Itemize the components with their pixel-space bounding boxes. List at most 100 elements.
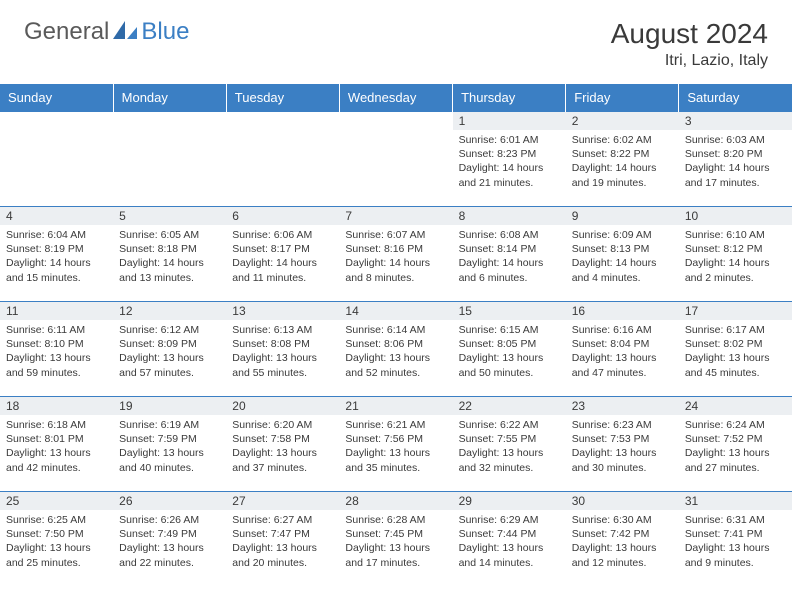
calendar-week-row: 18Sunrise: 6:18 AMSunset: 8:01 PMDayligh… [0, 397, 792, 492]
calendar-day-cell: 21Sunrise: 6:21 AMSunset: 7:56 PMDayligh… [339, 397, 452, 492]
day-info: Sunrise: 6:26 AMSunset: 7:49 PMDaylight:… [113, 510, 226, 573]
page-header: General Blue August 2024 Itri, Lazio, It… [0, 0, 792, 78]
calendar-day-cell: 10Sunrise: 6:10 AMSunset: 8:12 PMDayligh… [679, 207, 792, 302]
calendar-day-cell: 29Sunrise: 6:29 AMSunset: 7:44 PMDayligh… [453, 492, 566, 587]
day-header: Friday [566, 84, 679, 112]
day-number-empty [0, 112, 113, 130]
logo-text-general: General [24, 18, 109, 46]
day-number: 29 [453, 492, 566, 510]
day-number-empty [226, 112, 339, 130]
day-number: 27 [226, 492, 339, 510]
calendar-day-cell: 26Sunrise: 6:26 AMSunset: 7:49 PMDayligh… [113, 492, 226, 587]
calendar-week-row: 1Sunrise: 6:01 AMSunset: 8:23 PMDaylight… [0, 112, 792, 207]
calendar-day-cell: 16Sunrise: 6:16 AMSunset: 8:04 PMDayligh… [566, 302, 679, 397]
day-number: 2 [566, 112, 679, 130]
calendar-day-cell: 18Sunrise: 6:18 AMSunset: 8:01 PMDayligh… [0, 397, 113, 492]
day-info: Sunrise: 6:03 AMSunset: 8:20 PMDaylight:… [679, 130, 792, 193]
calendar-day-cell: 20Sunrise: 6:20 AMSunset: 7:58 PMDayligh… [226, 397, 339, 492]
location-text: Itri, Lazio, Italy [611, 52, 768, 70]
calendar-week-row: 25Sunrise: 6:25 AMSunset: 7:50 PMDayligh… [0, 492, 792, 587]
day-info: Sunrise: 6:27 AMSunset: 7:47 PMDaylight:… [226, 510, 339, 573]
day-info: Sunrise: 6:28 AMSunset: 7:45 PMDaylight:… [339, 510, 452, 573]
calendar-day-cell: 8Sunrise: 6:08 AMSunset: 8:14 PMDaylight… [453, 207, 566, 302]
day-number: 10 [679, 207, 792, 225]
day-number: 28 [339, 492, 452, 510]
calendar-day-cell: 28Sunrise: 6:28 AMSunset: 7:45 PMDayligh… [339, 492, 452, 587]
day-info: Sunrise: 6:20 AMSunset: 7:58 PMDaylight:… [226, 415, 339, 478]
day-header: Wednesday [339, 84, 452, 112]
day-info: Sunrise: 6:30 AMSunset: 7:42 PMDaylight:… [566, 510, 679, 573]
day-number: 23 [566, 397, 679, 415]
day-info: Sunrise: 6:31 AMSunset: 7:41 PMDaylight:… [679, 510, 792, 573]
calendar-day-cell: 24Sunrise: 6:24 AMSunset: 7:52 PMDayligh… [679, 397, 792, 492]
day-header: Monday [113, 84, 226, 112]
calendar-head: SundayMondayTuesdayWednesdayThursdayFrid… [0, 84, 792, 112]
calendar-day-cell: 5Sunrise: 6:05 AMSunset: 8:18 PMDaylight… [113, 207, 226, 302]
day-info: Sunrise: 6:05 AMSunset: 8:18 PMDaylight:… [113, 225, 226, 288]
calendar-day-cell: 2Sunrise: 6:02 AMSunset: 8:22 PMDaylight… [566, 112, 679, 207]
day-number: 26 [113, 492, 226, 510]
logo: General Blue [24, 18, 189, 46]
day-info: Sunrise: 6:22 AMSunset: 7:55 PMDaylight:… [453, 415, 566, 478]
calendar-day-cell [0, 112, 113, 207]
day-number: 7 [339, 207, 452, 225]
day-number: 19 [113, 397, 226, 415]
calendar-day-cell: 4Sunrise: 6:04 AMSunset: 8:19 PMDaylight… [0, 207, 113, 302]
logo-sail-icon [113, 19, 139, 46]
day-info: Sunrise: 6:09 AMSunset: 8:13 PMDaylight:… [566, 225, 679, 288]
day-info: Sunrise: 6:16 AMSunset: 8:04 PMDaylight:… [566, 320, 679, 383]
day-info: Sunrise: 6:24 AMSunset: 7:52 PMDaylight:… [679, 415, 792, 478]
calendar-day-cell: 6Sunrise: 6:06 AMSunset: 8:17 PMDaylight… [226, 207, 339, 302]
day-number: 15 [453, 302, 566, 320]
calendar-day-cell: 11Sunrise: 6:11 AMSunset: 8:10 PMDayligh… [0, 302, 113, 397]
calendar-day-cell: 27Sunrise: 6:27 AMSunset: 7:47 PMDayligh… [226, 492, 339, 587]
day-info: Sunrise: 6:15 AMSunset: 8:05 PMDaylight:… [453, 320, 566, 383]
day-info: Sunrise: 6:18 AMSunset: 8:01 PMDaylight:… [0, 415, 113, 478]
day-number: 6 [226, 207, 339, 225]
day-info: Sunrise: 6:12 AMSunset: 8:09 PMDaylight:… [113, 320, 226, 383]
day-info: Sunrise: 6:11 AMSunset: 8:10 PMDaylight:… [0, 320, 113, 383]
day-info: Sunrise: 6:25 AMSunset: 7:50 PMDaylight:… [0, 510, 113, 573]
calendar-day-cell [339, 112, 452, 207]
calendar-day-cell: 31Sunrise: 6:31 AMSunset: 7:41 PMDayligh… [679, 492, 792, 587]
calendar-week-row: 4Sunrise: 6:04 AMSunset: 8:19 PMDaylight… [0, 207, 792, 302]
day-number: 14 [339, 302, 452, 320]
calendar-day-cell [113, 112, 226, 207]
calendar-day-cell: 30Sunrise: 6:30 AMSunset: 7:42 PMDayligh… [566, 492, 679, 587]
day-info: Sunrise: 6:10 AMSunset: 8:12 PMDaylight:… [679, 225, 792, 288]
day-info: Sunrise: 6:07 AMSunset: 8:16 PMDaylight:… [339, 225, 452, 288]
calendar-day-cell: 25Sunrise: 6:25 AMSunset: 7:50 PMDayligh… [0, 492, 113, 587]
calendar-day-cell [226, 112, 339, 207]
day-number: 24 [679, 397, 792, 415]
calendar-table: SundayMondayTuesdayWednesdayThursdayFrid… [0, 84, 792, 587]
day-number: 4 [0, 207, 113, 225]
logo-text-blue: Blue [141, 18, 189, 46]
calendar-day-cell: 1Sunrise: 6:01 AMSunset: 8:23 PMDaylight… [453, 112, 566, 207]
day-info: Sunrise: 6:04 AMSunset: 8:19 PMDaylight:… [0, 225, 113, 288]
day-info: Sunrise: 6:02 AMSunset: 8:22 PMDaylight:… [566, 130, 679, 193]
day-number: 18 [0, 397, 113, 415]
day-header: Sunday [0, 84, 113, 112]
day-header-row: SundayMondayTuesdayWednesdayThursdayFrid… [0, 84, 792, 112]
day-info: Sunrise: 6:14 AMSunset: 8:06 PMDaylight:… [339, 320, 452, 383]
calendar-day-cell: 15Sunrise: 6:15 AMSunset: 8:05 PMDayligh… [453, 302, 566, 397]
calendar-day-cell: 14Sunrise: 6:14 AMSunset: 8:06 PMDayligh… [339, 302, 452, 397]
day-number: 13 [226, 302, 339, 320]
day-number: 30 [566, 492, 679, 510]
calendar-body: 1Sunrise: 6:01 AMSunset: 8:23 PMDaylight… [0, 112, 792, 587]
day-number-empty [113, 112, 226, 130]
day-number: 25 [0, 492, 113, 510]
day-number: 11 [0, 302, 113, 320]
calendar-week-row: 11Sunrise: 6:11 AMSunset: 8:10 PMDayligh… [0, 302, 792, 397]
calendar-day-cell: 13Sunrise: 6:13 AMSunset: 8:08 PMDayligh… [226, 302, 339, 397]
calendar-day-cell: 22Sunrise: 6:22 AMSunset: 7:55 PMDayligh… [453, 397, 566, 492]
month-title: August 2024 [611, 18, 768, 50]
calendar-day-cell: 7Sunrise: 6:07 AMSunset: 8:16 PMDaylight… [339, 207, 452, 302]
day-header: Tuesday [226, 84, 339, 112]
day-info: Sunrise: 6:23 AMSunset: 7:53 PMDaylight:… [566, 415, 679, 478]
day-header: Saturday [679, 84, 792, 112]
calendar-day-cell: 9Sunrise: 6:09 AMSunset: 8:13 PMDaylight… [566, 207, 679, 302]
day-info: Sunrise: 6:19 AMSunset: 7:59 PMDaylight:… [113, 415, 226, 478]
day-number: 3 [679, 112, 792, 130]
day-number-empty [339, 112, 452, 130]
